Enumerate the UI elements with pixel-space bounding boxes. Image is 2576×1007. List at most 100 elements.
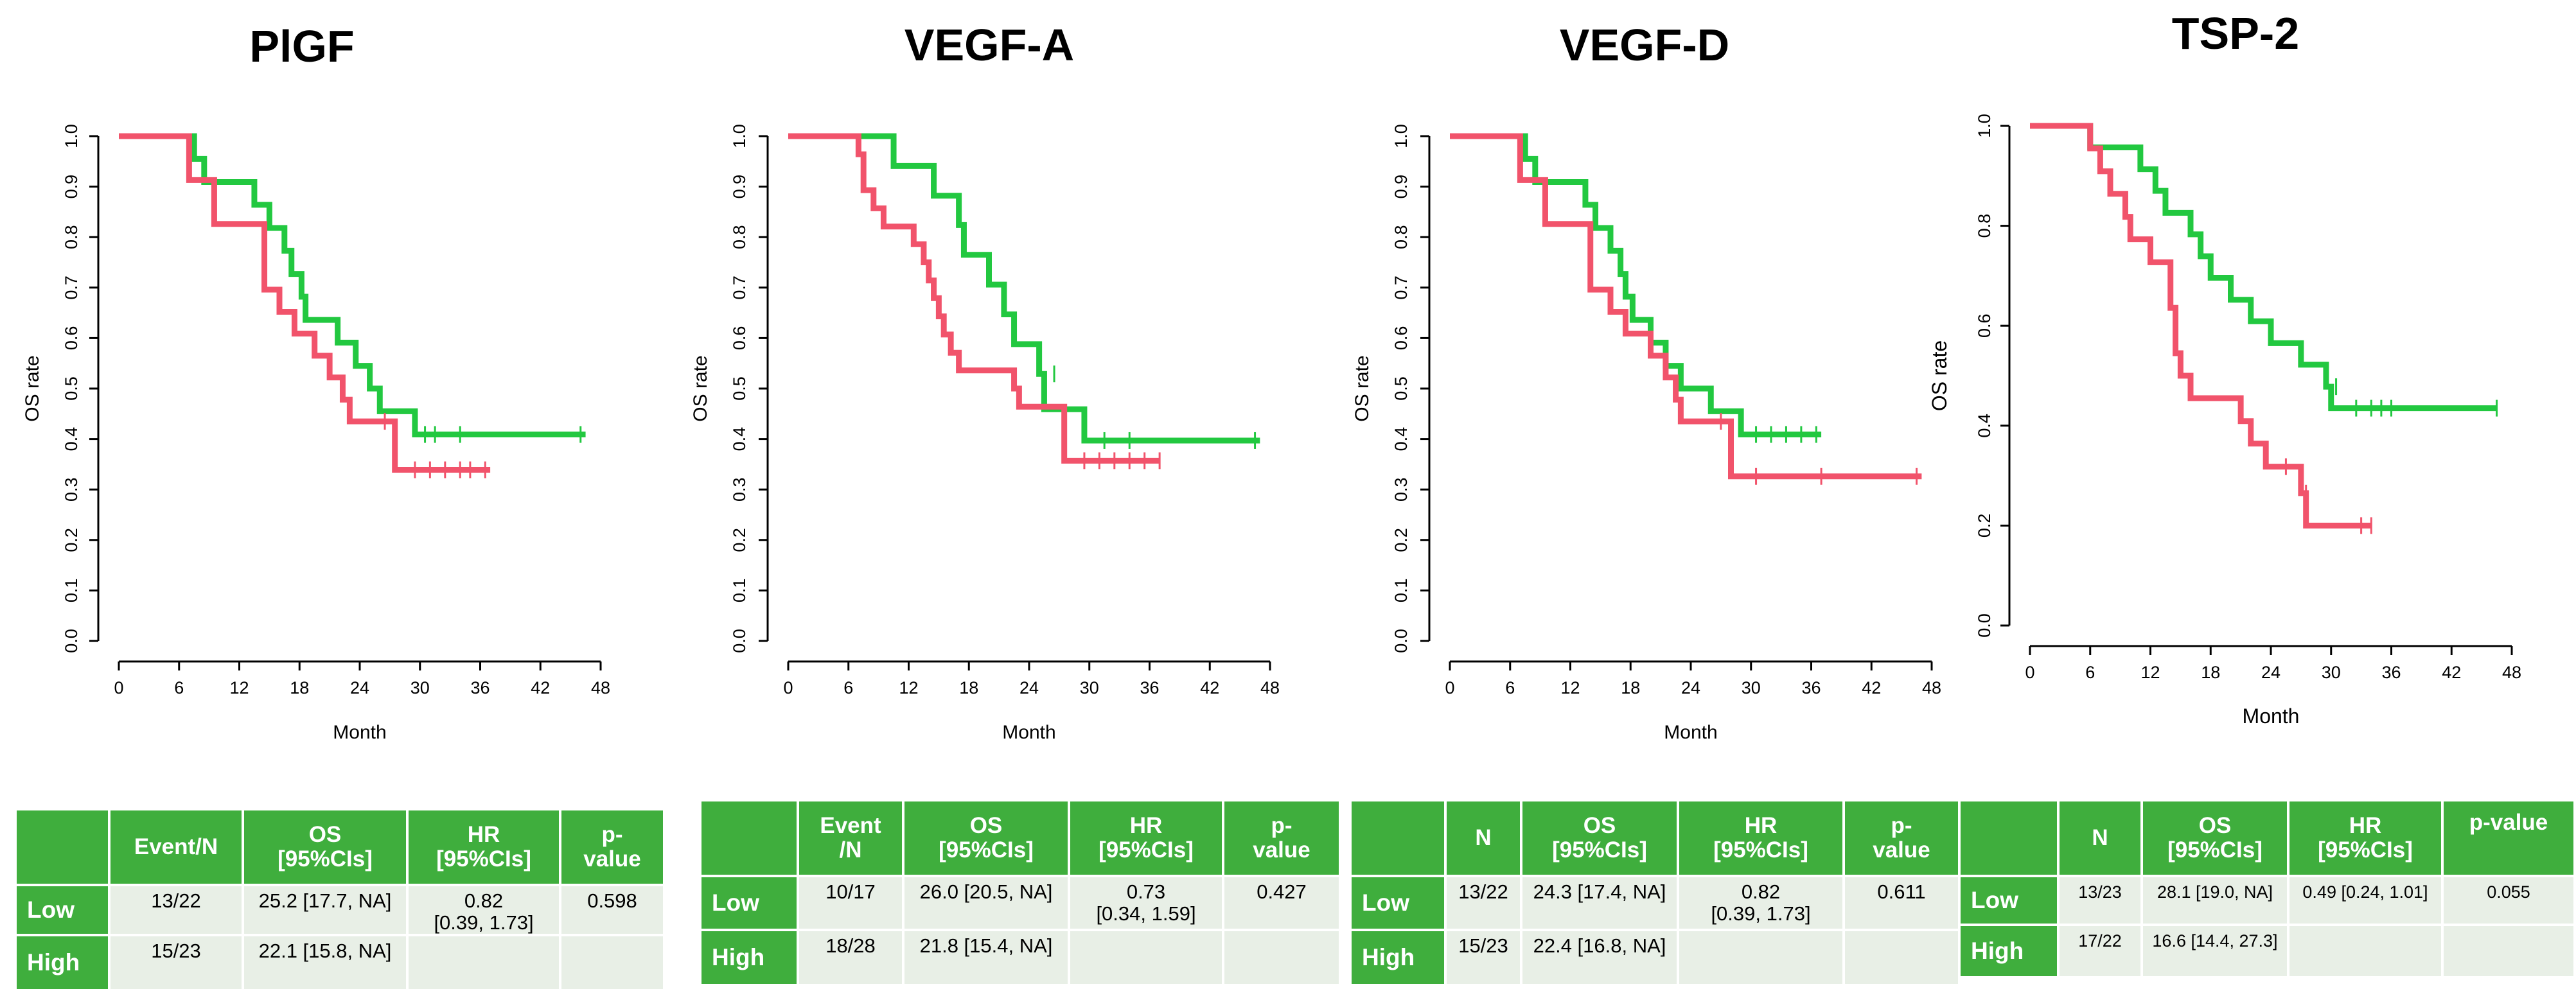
header-p-value: p- value <box>1222 799 1341 877</box>
row-label: High <box>1349 929 1447 986</box>
header-hr: HR [95%CIs] <box>1677 799 1845 877</box>
tsp-2-survival-chart: 0 6 12 18 24 30 36 42 48 Month 0.0 0.2 0.4 0.6 0.8 1.0 O… <box>1928 114 2521 728</box>
os-cell: 25.2 [17.7, NA] <box>242 884 409 936</box>
vegf-d-survival-chart: 0 6 12 18 24 30 36 42 48 Month 0.0 0.1 0.2 0.3 0.4 0.5 0… <box>1352 124 1941 743</box>
header-p-value: p-value <box>2441 799 2576 877</box>
y-tick-label: 0.5 <box>730 376 749 401</box>
y-axis-label: OS rate <box>22 355 43 421</box>
y-tick-label: 0.4 <box>730 427 749 451</box>
x-tick-label: 24 <box>1019 678 1039 697</box>
hr-cell <box>2287 924 2444 979</box>
x-tick-label: 12 <box>229 678 249 697</box>
x-tick-label: 6 <box>1505 678 1515 697</box>
row-label: High <box>699 929 799 986</box>
x-tick-label: 42 <box>531 678 550 697</box>
y-tick-label: 0.8 <box>730 225 749 249</box>
header-blank <box>1958 799 2060 877</box>
os-cell: 22.1 [15.8, NA] <box>242 934 409 992</box>
x-tick-label: 0 <box>1445 678 1454 697</box>
plgf-survival-chart: 0 6 12 18 24 30 36 42 48 Month 0.0 0.1 0.2 0.3 0.4 0.5 0… <box>22 124 610 743</box>
y-tick-label: 0.5 <box>62 376 81 401</box>
y-axis-label: OS rate <box>1352 355 1373 421</box>
y-axis-label: OS rate <box>690 355 711 421</box>
survival-curve-low <box>119 133 586 438</box>
survival-curve-low <box>2030 123 2497 412</box>
table-row: High 17/22 16.6 [14.4, 27.3] <box>1958 924 2576 979</box>
vegf-a-survival-chart: 0 6 12 18 24 30 36 42 48 Month 0.0 0.1 0.2 0.3 0.4 0.5 0… <box>690 124 1280 743</box>
y-tick-label: 0.6 <box>1391 326 1411 351</box>
x-tick-label: 18 <box>290 678 309 697</box>
y-tick-label: 1.0 <box>1975 114 1994 138</box>
y-tick-label: 0.7 <box>730 276 749 300</box>
hr-cell <box>406 934 561 992</box>
y-tick-label: 0.2 <box>62 528 81 552</box>
y-tick-label: 0.3 <box>62 477 81 502</box>
x-tick-label: 12 <box>899 678 918 697</box>
y-tick-label: 0.3 <box>1391 477 1411 502</box>
x-tick-label: 36 <box>1140 678 1159 697</box>
x-tick-label: 18 <box>1621 678 1640 697</box>
x-tick-label: 6 <box>2085 663 2095 682</box>
x-tick-label: 12 <box>2140 663 2160 682</box>
y-tick-label: 0.7 <box>1391 276 1411 300</box>
n-cell: 13/23 <box>2057 875 2143 926</box>
vegf-a-title: VEGF-A <box>904 20 1075 70</box>
tsp-2-title: TSP-2 <box>2171 8 2300 58</box>
event-n-cell: 18/28 <box>797 929 904 986</box>
x-tick-label: 36 <box>470 678 490 697</box>
p-value-cell <box>2441 924 2576 979</box>
row-label: Low <box>1958 875 2060 926</box>
y-tick-label: 0.0 <box>730 629 749 653</box>
header-hr: HR [95%CIs] <box>2287 799 2444 877</box>
table-row: Low 13/22 24.3 [17.4, NA] 0.82 [0.39, 1.… <box>1349 875 1961 931</box>
os-cell: 28.1 [19.0, NA] <box>2140 875 2289 926</box>
y-tick-label: 0.8 <box>1975 214 1994 238</box>
y-tick-label: 0.1 <box>730 579 749 603</box>
y-tick-label: 0.9 <box>730 175 749 199</box>
y-tick-label: 0.2 <box>730 528 749 552</box>
hr-cell: 0.82 [0.39, 1.73] <box>406 884 561 936</box>
y-tick-label: 0.6 <box>62 326 81 351</box>
header-os: OS [95%CIs] <box>902 799 1070 877</box>
x-tick-label: 30 <box>1742 678 1761 697</box>
x-axis-label: Month <box>1664 722 1717 743</box>
n-cell: 17/22 <box>2057 924 2143 979</box>
vegf-d-stats-table: N OS [95%CIs] HR [95%CIs] p- value Low 1… <box>1349 799 1961 986</box>
table-row: High 18/28 21.8 [15.4, NA] <box>699 929 1341 986</box>
p-value-cell: 0.427 <box>1222 875 1341 931</box>
y-tick-label: 0.1 <box>62 579 81 603</box>
y-tick-label: 1.0 <box>62 124 81 148</box>
x-tick-label: 30 <box>1080 678 1099 697</box>
event-n-cell: 13/22 <box>108 884 244 936</box>
header-event-n: Event/N <box>108 808 244 886</box>
table-row: High 15/23 22.1 [15.8, NA] <box>14 934 666 992</box>
table-row: Low 13/22 25.2 [17.7, NA] 0.82 [0.39, 1.… <box>14 884 666 936</box>
y-tick-label: 0.8 <box>62 225 81 249</box>
table-row: Low 13/23 28.1 [19.0, NA] 0.49 [0.24, 1.… <box>1958 875 2576 926</box>
p-value-cell: 0.055 <box>2441 875 2576 926</box>
hr-cell <box>1677 929 1845 986</box>
y-tick-label: 0.1 <box>1391 579 1411 603</box>
x-tick-label: 0 <box>114 678 123 697</box>
x-tick-label: 48 <box>591 678 610 697</box>
x-tick-label: 0 <box>2025 663 2034 682</box>
hr-cell: 0.49 [0.24, 1.01] <box>2287 875 2444 926</box>
x-tick-label: 30 <box>410 678 430 697</box>
y-tick-label: 0.6 <box>1975 313 1994 338</box>
os-cell: 22.4 [16.8, NA] <box>1520 929 1679 986</box>
y-tick-label: 0.0 <box>62 629 81 653</box>
x-tick-label: 36 <box>2381 663 2401 682</box>
y-tick-label: 0.5 <box>1391 376 1411 401</box>
x-tick-label: 48 <box>1922 678 1941 697</box>
y-tick-label: 0.4 <box>1391 427 1411 451</box>
row-label: High <box>14 934 110 992</box>
x-tick-label: 24 <box>1681 678 1700 697</box>
table-row: High 15/23 22.4 [16.8, NA] <box>1349 929 1961 986</box>
x-tick-label: 48 <box>1260 678 1280 697</box>
p-value-cell <box>1222 929 1341 986</box>
y-tick-label: 0.0 <box>1975 613 1994 638</box>
event-n-cell: 10/17 <box>797 875 904 931</box>
tsp-2-stats-table: N OS [95%CIs] HR [95%CIs] p-value Low 13… <box>1958 799 2576 979</box>
header-os: OS [95%CIs] <box>242 808 409 886</box>
p-value-cell <box>1842 929 1961 986</box>
